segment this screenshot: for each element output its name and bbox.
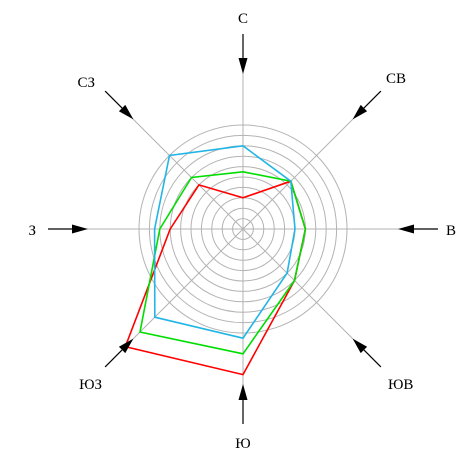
arrow-head-e bbox=[398, 224, 414, 234]
arrow-sw bbox=[104, 338, 134, 368]
arrow-head-n bbox=[238, 58, 248, 74]
arrow-shaft-ne bbox=[363, 90, 382, 109]
series-group bbox=[124, 144, 307, 376]
direction-label-s: Ю bbox=[235, 436, 250, 452]
arrow-shaft-nw bbox=[104, 90, 123, 109]
arrow-head-w bbox=[72, 224, 88, 234]
direction-arrows bbox=[48, 34, 438, 424]
arrow-w bbox=[48, 224, 88, 234]
series-2-polygon bbox=[139, 170, 307, 355]
direction-label-nw: СЗ bbox=[77, 75, 95, 91]
direction-label-se: ЮВ bbox=[388, 377, 413, 393]
arrow-head-nw bbox=[118, 104, 134, 120]
arrow-s bbox=[238, 384, 248, 424]
spoke-nw bbox=[129, 115, 244, 230]
direction-label-n: С bbox=[238, 11, 248, 27]
direction-label-w: З bbox=[28, 223, 36, 239]
arrow-e bbox=[398, 224, 438, 234]
arrow-n bbox=[238, 34, 248, 74]
direction-label-ne: СВ bbox=[386, 71, 406, 87]
arrow-se bbox=[352, 338, 382, 368]
arrow-shaft-se bbox=[363, 349, 382, 368]
arrow-nw bbox=[104, 90, 134, 120]
series-3-polygon bbox=[153, 144, 296, 340]
series-1-polygon bbox=[124, 180, 307, 376]
arrow-head-sw bbox=[118, 338, 134, 354]
direction-label-e: В bbox=[446, 223, 456, 239]
spoke-sw bbox=[129, 228, 244, 343]
spoke-ne bbox=[242, 115, 357, 230]
arrow-shaft-sw bbox=[104, 349, 123, 368]
direction-label-sw: ЮЗ bbox=[79, 377, 102, 393]
direction-labels: С СВ В ЮВ Ю ЮЗ З СЗ bbox=[28, 11, 456, 452]
spoke-se bbox=[242, 228, 357, 343]
arrow-head-s bbox=[238, 384, 248, 400]
arrow-head-se bbox=[352, 338, 368, 354]
arrow-head-ne bbox=[352, 104, 368, 120]
arrow-ne bbox=[352, 90, 382, 120]
